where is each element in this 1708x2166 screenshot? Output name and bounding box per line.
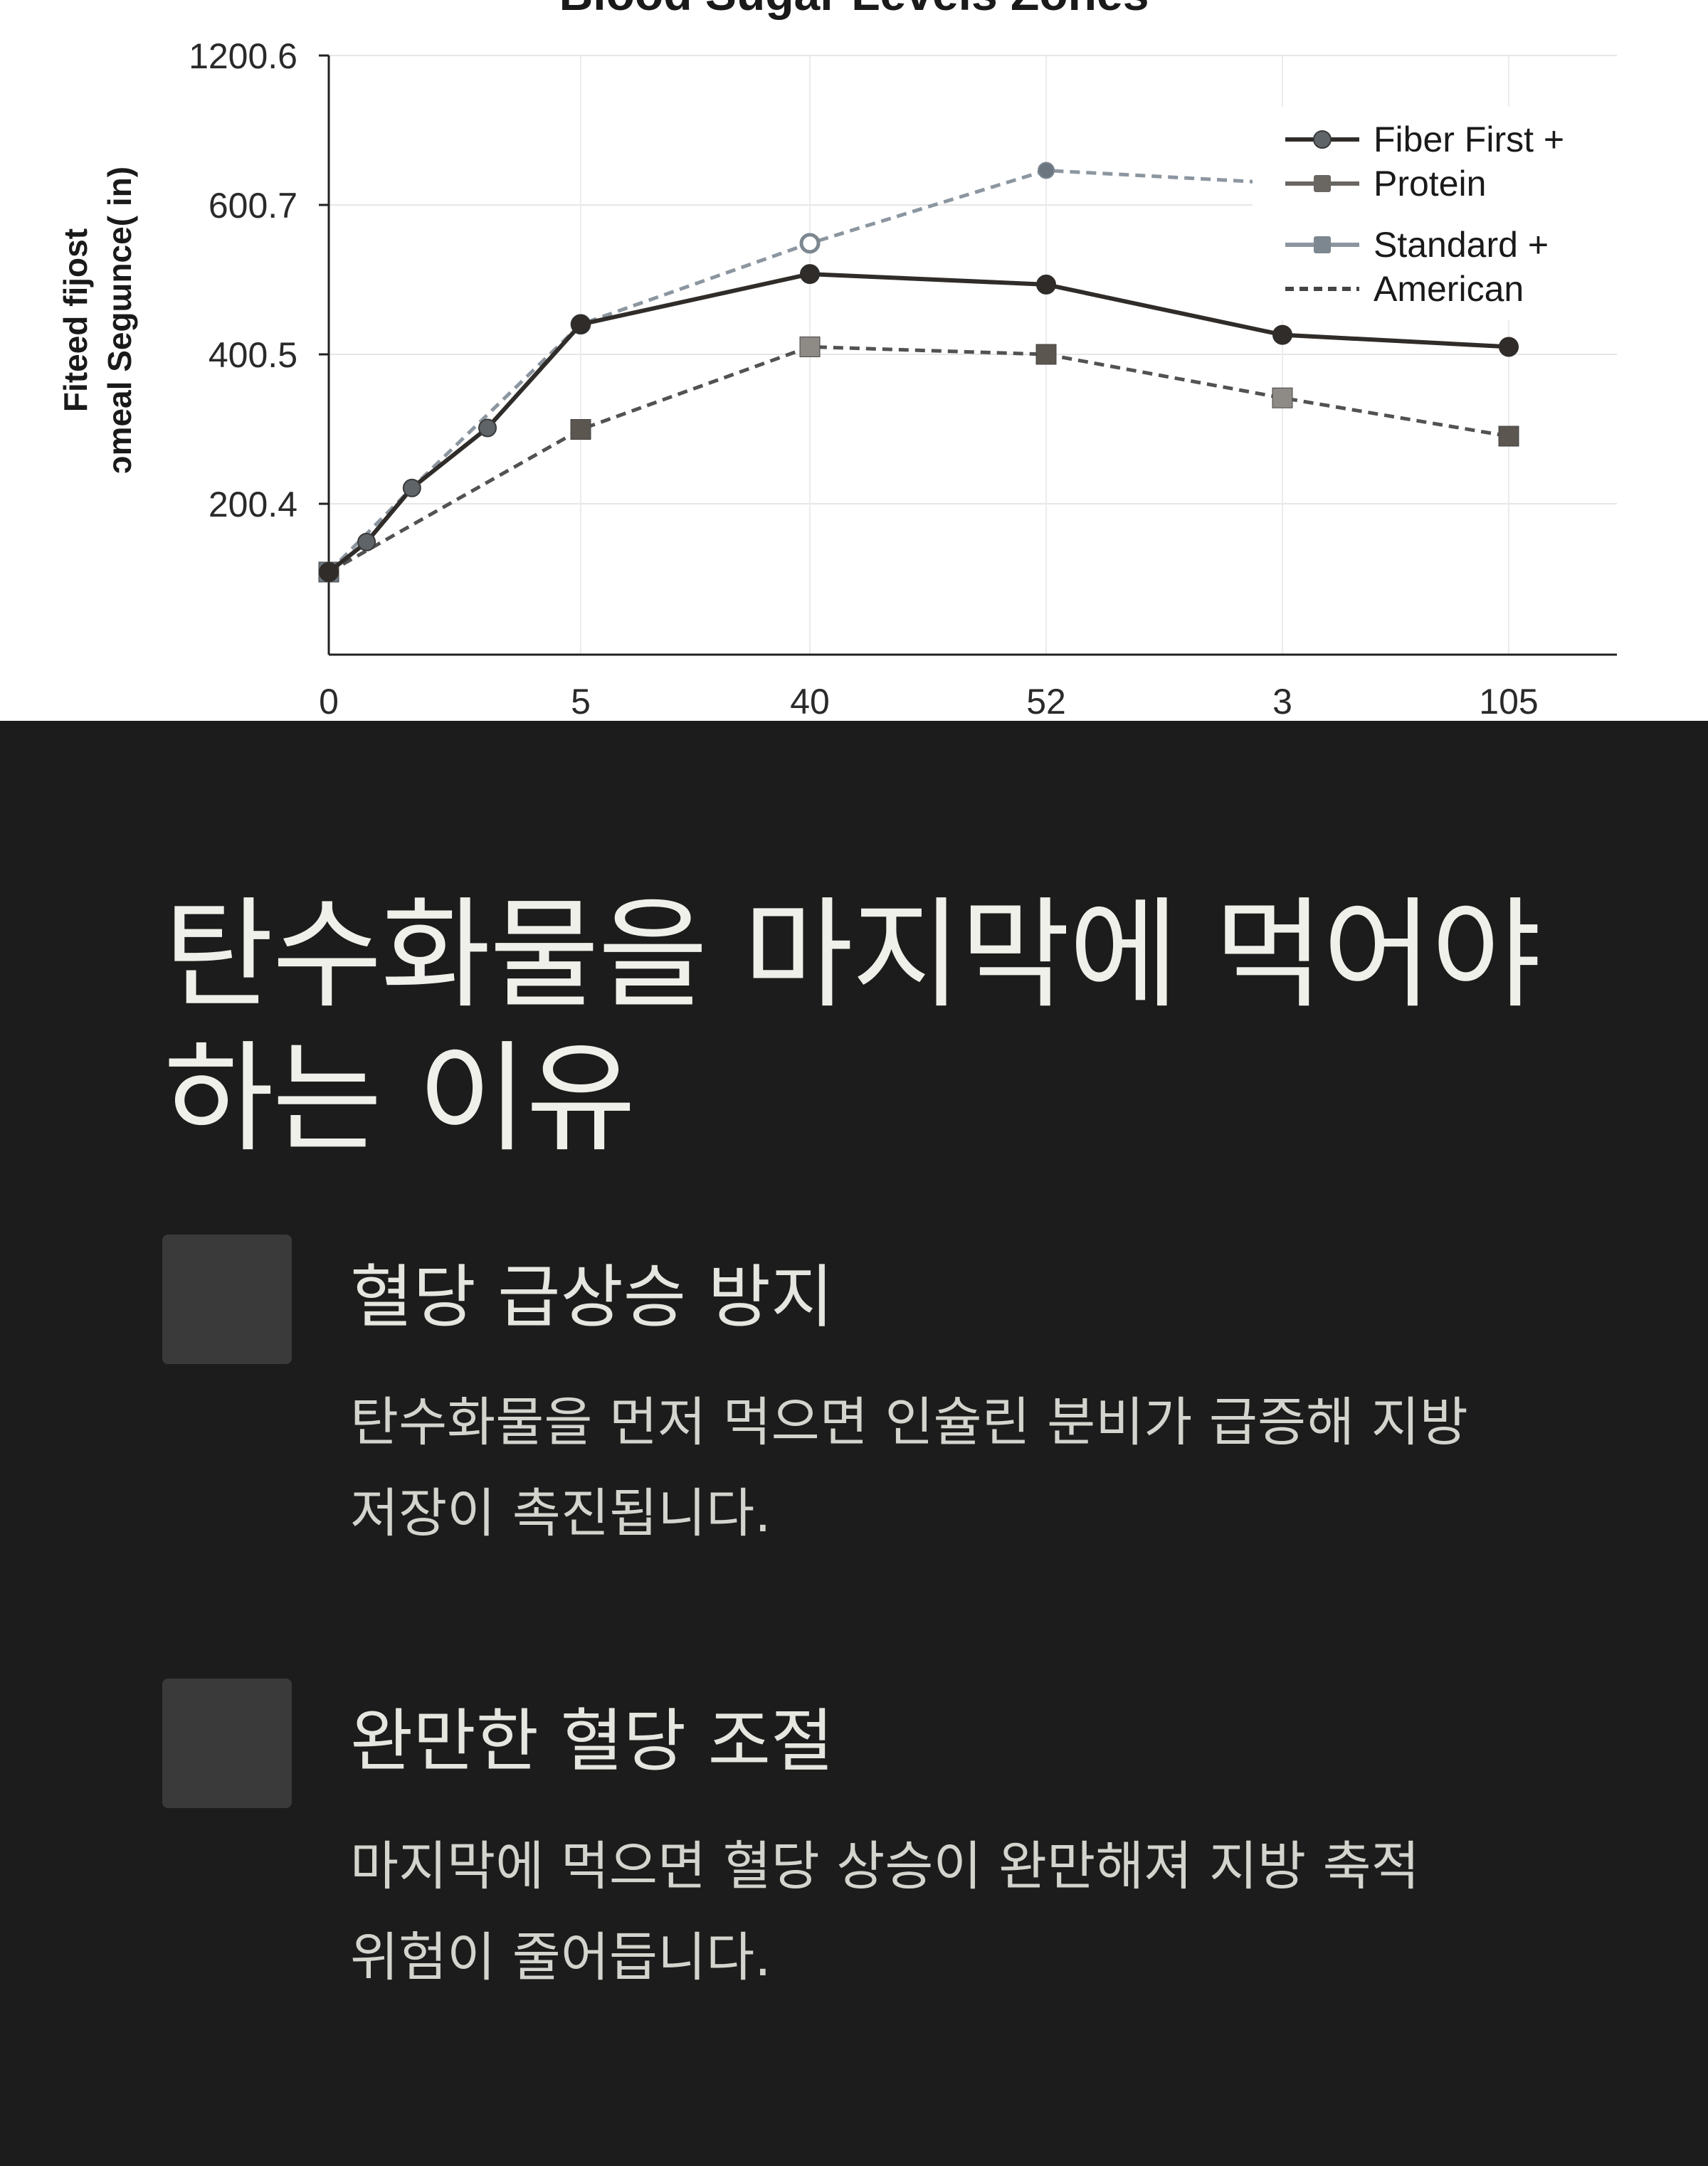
feature-description-line: 탄수화물을 먼저 먹으면 인슐린 분비가 급증해 지방 (350, 1392, 1468, 1453)
x-tick-label: 5 (571, 682, 591, 721)
legend-marker (1314, 175, 1331, 192)
chart-legend: Fiber First + Protein Standard +American (1253, 107, 1651, 320)
feature-description-line: 위험이 줄어듭니다. (350, 1927, 771, 1988)
feature-description-line: 마지막에 먹으면 혈당 상승이 완만해져 지방 축적 (350, 1836, 1420, 1897)
data-point-square (1035, 344, 1057, 365)
data-point-circle (478, 418, 497, 438)
chart-series (318, 162, 1519, 583)
legend-marker (1313, 130, 1332, 149)
x-tick-label: 3 (1272, 682, 1292, 721)
data-point-circle (402, 478, 421, 497)
feature-description-line: 저장이 촉진됩니다. (350, 1483, 771, 1544)
feature-title: 완만한 혈당 조절 (350, 1701, 834, 1781)
data-point-square (1498, 426, 1519, 447)
page-heading: 탄수화물을 마지막에 먹어야 하는 이유 (164, 883, 1587, 1171)
series-line (327, 344, 1509, 574)
x-tick-label: 0 (319, 682, 339, 721)
feature-title: 혈당 급상승 방지 (350, 1257, 834, 1337)
chart-panel: Blood Sugar Levels Zones 1200.6 600.7 400.… (0, 0, 1708, 721)
feature-description: 탄수화물을 먼저 먹으면 인슐린 분비가 급증해 지방 저장이 촉진됩니다. (350, 1377, 1574, 1559)
y-tick-label: 400.5 (209, 335, 297, 375)
legend-label: American (1374, 269, 1524, 309)
feature-icon-placeholder (162, 1235, 292, 1364)
data-point-circle (357, 532, 376, 551)
x-tick-label: 52 (1026, 682, 1066, 721)
page-heading-line-2: 하는 이유 (164, 1029, 636, 1168)
article-section: 탄수화물을 마지막에 먹어야 하는 이유 혈당 급상승 방지 탄수화물을 먼저 … (0, 721, 1708, 2166)
y-tick-label: 600.7 (209, 186, 297, 226)
data-point-square (570, 419, 591, 440)
legend-label: Standard + (1374, 225, 1549, 265)
data-point-circle (1036, 274, 1056, 295)
y-tick-label: 1200.6 (189, 36, 297, 76)
chart-tick-labels: 1200.6 600.7 400.5 200.4 0 5 40 52 3 105 (189, 36, 1539, 721)
feature-icon-placeholder (162, 1679, 292, 1808)
x-tick-label: 40 (790, 682, 830, 721)
legend-label: Fiber First + (1374, 120, 1564, 159)
chart-title: Blood Sugar Levels Zones (559, 0, 1149, 20)
data-point-square (1272, 387, 1293, 408)
feature-description: 마지막에 먹으면 혈당 상승이 완만해져 지방 축적 위험이 줄어듭니다. (350, 1821, 1574, 2003)
data-point-square (799, 336, 821, 357)
data-point-circle (800, 264, 820, 285)
data-point-circle (799, 233, 821, 254)
series-line (327, 169, 1283, 574)
data-point-circle (319, 561, 339, 582)
x-tick-label: 105 (1479, 682, 1538, 721)
data-point-circle (571, 314, 591, 334)
legend-label: Protein (1374, 164, 1486, 204)
page-heading-line-1: 탄수화물을 마지막에 먹어야 (164, 885, 1541, 1025)
data-point-circle (1499, 337, 1519, 357)
y-axis-label: Fiteed fijost ᴐmeal Segɯnce( in) (57, 167, 138, 474)
legend-marker (1314, 236, 1331, 253)
data-point-circle (1272, 324, 1292, 345)
y-tick-label: 200.4 (209, 485, 297, 524)
y-axis-label-line-1: Fiteed fijost (57, 228, 94, 412)
data-point-circle (1038, 162, 1055, 179)
blood-sugar-chart: Blood Sugar Levels Zones 1200.6 600.7 400.… (57, 0, 1651, 721)
y-axis-label-line-2: ᴐmeal Segɯnce( in) (101, 167, 138, 474)
